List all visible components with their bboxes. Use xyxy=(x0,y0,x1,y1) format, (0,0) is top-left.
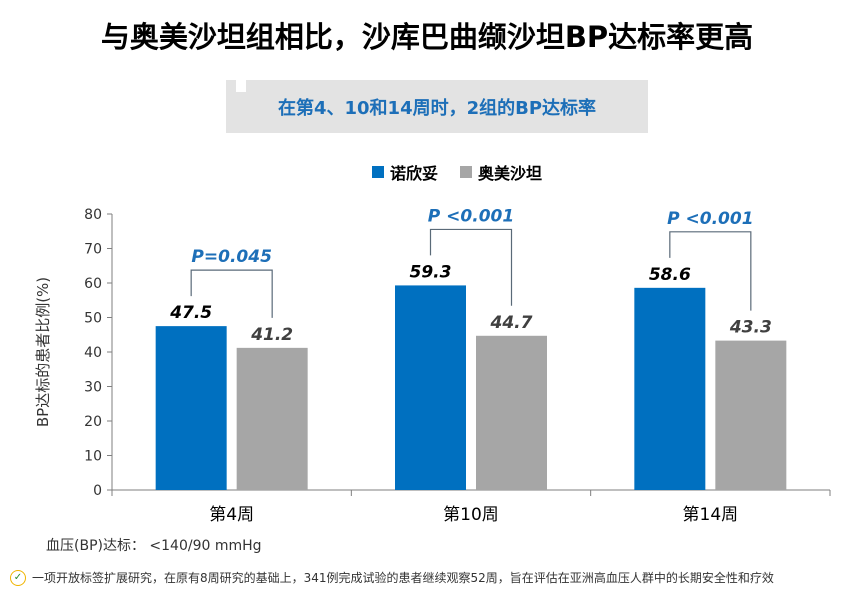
chart-subtitle: 在第4、10和14周时，2组的BP达标率 xyxy=(277,97,597,119)
data-label: 41.2 xyxy=(250,325,293,345)
y-tick-label: 0 xyxy=(93,483,102,499)
bar-series1 xyxy=(395,285,466,490)
significance-bracket xyxy=(190,269,273,318)
bar-series2 xyxy=(236,347,308,490)
y-tick-label: 40 xyxy=(84,345,102,361)
y-tick-label: 20 xyxy=(84,414,102,430)
data-label: 47.5 xyxy=(169,303,212,323)
bp-criterion-note: 血压(BP)达标： <140/90 mmHg xyxy=(46,538,262,554)
significance-bracket xyxy=(669,231,752,311)
significance-bracket xyxy=(429,228,513,306)
footnote-text: 一项开放标签扩展研究，在原有8周研究的基础上，341例完成试验的患者继续观察52… xyxy=(32,571,774,585)
data-label: 58.6 xyxy=(649,265,691,285)
y-tick-label: 80 xyxy=(84,207,102,223)
data-label: 44.7 xyxy=(490,313,533,333)
legend-label-series2: 奥美沙坦 xyxy=(478,164,543,183)
p-value-label: P=0.045 xyxy=(191,247,271,267)
legend-swatch-series2 xyxy=(460,166,473,178)
footnote: ✓ 一项开放标签扩展研究，在原有8周研究的基础上，341例完成试验的患者继续观察… xyxy=(10,569,774,586)
legend-swatch-series1 xyxy=(372,166,384,178)
x-tick-label: 第10周 xyxy=(443,505,499,525)
legend-label-series1: 诺欣妥 xyxy=(390,164,439,183)
bar-series2 xyxy=(715,340,787,490)
legend-item-series2: 奥美沙坦 xyxy=(460,160,542,184)
y-tick-label: 30 xyxy=(84,380,102,396)
p-value-label: P <0.001 xyxy=(428,206,514,226)
check-icon: ✓ xyxy=(10,569,26,586)
subtitle-banner xyxy=(226,80,648,133)
y-tick-label: 70 xyxy=(84,242,102,258)
data-label: 59.3 xyxy=(410,262,452,282)
bar-series1 xyxy=(634,287,706,490)
y-tick-label: 60 xyxy=(84,276,102,292)
data-label: 43.3 xyxy=(729,318,772,338)
y-axis-title: BP达标的患者比例(%) xyxy=(34,277,52,427)
page-title: 与奥美沙坦组相比，沙库巴曲缬沙坦BP达标率更高 xyxy=(100,20,754,54)
subtitle-notch xyxy=(236,80,246,92)
bar-series1 xyxy=(155,326,227,490)
x-tick-label: 第4周 xyxy=(209,505,254,525)
p-value-label: P <0.001 xyxy=(667,209,753,229)
x-tick-label: 第14周 xyxy=(683,505,739,525)
bar-series2 xyxy=(476,335,547,490)
legend-item-series1: 诺欣妥 xyxy=(372,160,438,184)
y-tick-label: 50 xyxy=(84,311,102,327)
y-tick-label: 10 xyxy=(84,449,102,465)
chart-legend: 诺欣妥 奥美沙坦 xyxy=(372,160,554,184)
